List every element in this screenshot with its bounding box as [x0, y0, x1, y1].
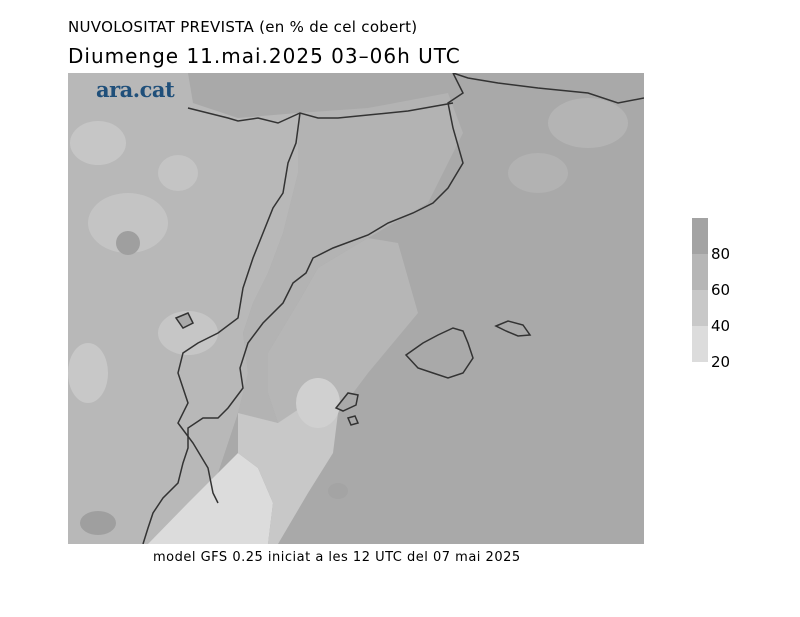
- border-line: [452, 73, 644, 104]
- legend-band-80-100: [692, 218, 708, 254]
- island-mallorca: [404, 327, 474, 379]
- land-coastal-zone: [238, 93, 463, 423]
- border-line: [177, 112, 301, 504]
- clear-patch-south: [148, 453, 273, 544]
- legend-band-60-80: [692, 254, 708, 290]
- cloud-cover-legend: [692, 218, 708, 362]
- high-cloud-patch: [328, 483, 348, 499]
- low-cloud-patch: [70, 121, 126, 165]
- legend-label: 20: [711, 353, 731, 371]
- low-cloud-patch: [158, 155, 198, 191]
- legend-band-20-40: [692, 326, 708, 362]
- island-formentera: [346, 415, 360, 426]
- land-area-west: [68, 73, 298, 544]
- low-cloud-patch: [296, 378, 340, 428]
- high-cloud-patch: [80, 511, 116, 535]
- map-subtitle: NUVOLOSITAT PREVISTA (en % de cel cobert…: [68, 18, 418, 36]
- low-cloud-patch: [88, 193, 168, 253]
- coastline: [142, 73, 464, 544]
- high-cloud-patch: [116, 231, 140, 255]
- map-canvas: [68, 73, 644, 544]
- legend-band-40-60: [692, 290, 708, 326]
- map-title: Diumenge 11.mai.2025 03–06h UTC: [68, 44, 461, 68]
- island-menorca: [494, 320, 532, 337]
- border-line: [187, 102, 454, 124]
- legend-label: 80: [711, 245, 731, 263]
- legend-label: 40: [711, 317, 731, 335]
- low-cloud-patch: [548, 98, 628, 148]
- ara-cat-logo: ara.cat: [96, 77, 175, 102]
- sea-zone-central: [268, 238, 418, 423]
- low-cloud-patch: [68, 343, 108, 403]
- low-cloud-patch: [158, 311, 218, 355]
- low-cloud-patch: [508, 153, 568, 193]
- model-footer: model GFS 0.25 iniciat a les 12 UTC del …: [153, 550, 521, 565]
- legend-label: 60: [711, 281, 731, 299]
- island-ibiza: [334, 392, 359, 412]
- low-cloud-south: [238, 403, 338, 544]
- island-small: [174, 312, 195, 329]
- cloud-cover-map: ara.cat: [68, 73, 644, 544]
